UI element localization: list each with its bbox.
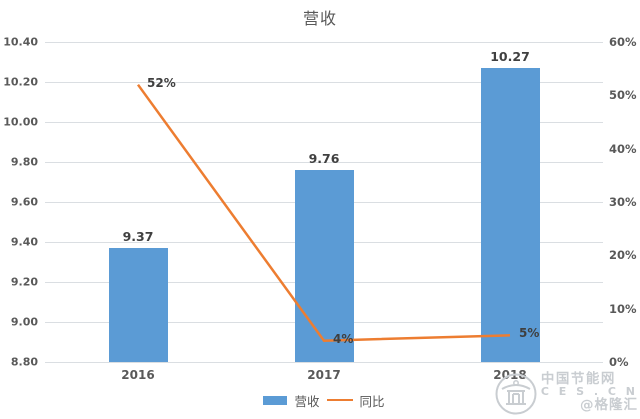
gridline (45, 82, 603, 83)
x-axis-tick: 2018 (493, 368, 527, 382)
legend-line-swatch (326, 398, 353, 402)
bar-value-label: 9.37 (122, 229, 154, 244)
bar-value-label: 10.27 (490, 49, 530, 64)
y-axis-left-tick: 9.00 (10, 315, 38, 329)
legend: 营收 同比 (45, 390, 603, 410)
gridline (45, 42, 603, 43)
legend-line-label: 同比 (359, 393, 385, 409)
y-axis-left-tick: 10.00 (3, 115, 38, 129)
revenue-bar (108, 248, 168, 362)
gridline (45, 362, 603, 363)
yoy-line (136, 83, 511, 342)
y-axis-right-tick: 10% (609, 301, 637, 316)
y-axis-right-tick: 30% (609, 195, 637, 209)
chart-title: 营收 (302, 9, 337, 28)
revenue-bar (480, 68, 540, 362)
legend-bar-swatch (263, 395, 288, 405)
y-axis-right-tick: 20% (609, 248, 637, 263)
y-axis-right-tick: 0% (609, 355, 629, 369)
gridline (45, 162, 603, 163)
plot-area: 9.37 9.76 10.27 52% 4% 5% (45, 42, 603, 363)
line-series (136, 83, 511, 342)
y-axis-left-tick: 10.20 (3, 75, 38, 89)
legend-bar-label: 营收 (294, 393, 320, 409)
y-axis-left-tick: 9.40 (10, 235, 38, 249)
line-point-label: 52% (147, 75, 176, 90)
y-axis-right-tick: 60% (609, 35, 637, 49)
x-axis-tick: 2017 (307, 368, 341, 382)
line-point-label: 5% (519, 326, 540, 341)
y-axis-right: 0% 10% 20% 30% 40% 50% 60% (609, 35, 640, 369)
y-axis-right-tick: 50% (609, 88, 637, 103)
line-point-label: 4% (333, 331, 354, 346)
y-axis-left-tick: 9.20 (10, 275, 38, 289)
y-axis-left-tick: 9.60 (10, 195, 38, 209)
y-axis-left: 8.80 9.00 9.20 9.40 9.60 9.80 10.00 10.20 10.40 (0, 36, 38, 369)
x-axis: 2016 2017 2018 (45, 368, 603, 384)
y-axis-left-tick: 8.80 (10, 355, 38, 369)
y-axis-left-tick: 9.80 (10, 155, 38, 169)
y-axis-left-tick: 10.40 (3, 35, 38, 49)
y-axis-right-tick: 40% (609, 141, 637, 156)
revenue-bar (294, 170, 354, 362)
bar-value-label: 9.76 (308, 151, 340, 166)
gridline (45, 122, 603, 123)
x-axis-tick: 2016 (121, 368, 155, 382)
